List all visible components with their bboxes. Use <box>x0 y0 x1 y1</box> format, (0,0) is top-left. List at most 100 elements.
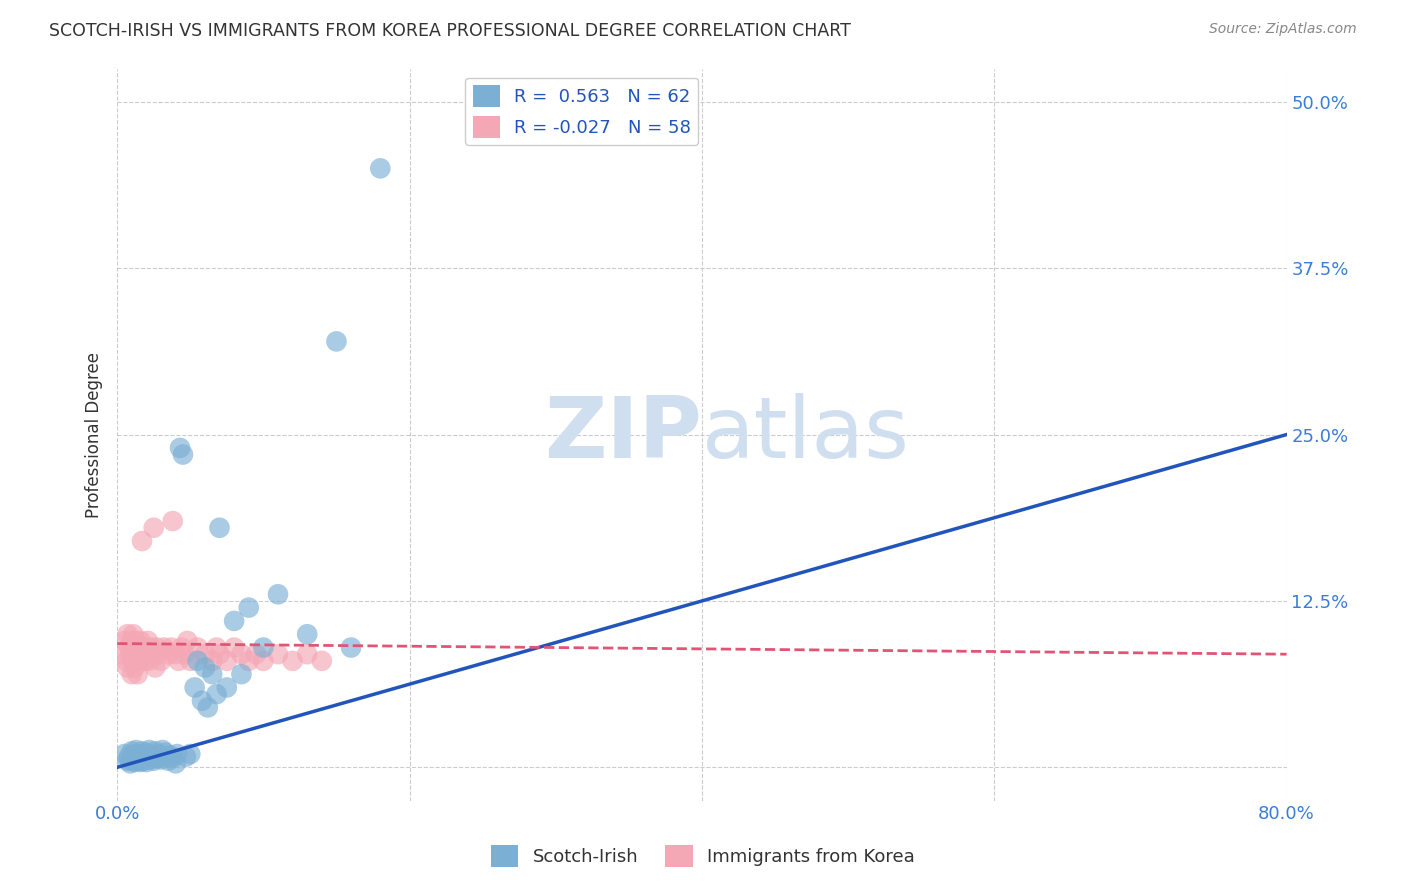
Point <box>129 647 152 661</box>
Point <box>162 751 184 765</box>
Point <box>139 640 162 655</box>
Point <box>131 534 153 549</box>
Point <box>150 654 173 668</box>
Point <box>169 441 191 455</box>
Point <box>325 334 347 349</box>
Point <box>135 746 157 760</box>
Point <box>125 743 148 757</box>
Point <box>174 749 197 764</box>
Point <box>187 654 209 668</box>
Point <box>121 754 143 768</box>
Point <box>128 754 150 768</box>
Point <box>128 654 150 668</box>
Point <box>128 747 150 761</box>
Point <box>146 647 169 661</box>
Point <box>117 660 139 674</box>
Point <box>131 752 153 766</box>
Point <box>131 744 153 758</box>
Point <box>114 747 136 761</box>
Point <box>134 751 156 765</box>
Point <box>157 647 180 661</box>
Point <box>152 743 174 757</box>
Point <box>165 756 187 771</box>
Point <box>201 667 224 681</box>
Point <box>150 752 173 766</box>
Point <box>125 633 148 648</box>
Point <box>125 647 148 661</box>
Point <box>129 755 152 769</box>
Point <box>143 660 166 674</box>
Point <box>141 748 163 763</box>
Point <box>114 633 136 648</box>
Legend: R =  0.563   N = 62, R = -0.027   N = 58: R = 0.563 N = 62, R = -0.027 N = 58 <box>465 78 699 145</box>
Point <box>135 647 157 661</box>
Point <box>238 654 260 668</box>
Point <box>136 749 159 764</box>
Point <box>201 654 224 668</box>
Point <box>142 521 165 535</box>
Point <box>122 654 145 668</box>
Point <box>252 640 274 655</box>
Point <box>166 747 188 761</box>
Point <box>205 687 228 701</box>
Point <box>121 667 143 681</box>
Point <box>167 654 190 668</box>
Point <box>172 448 194 462</box>
Point <box>159 748 181 763</box>
Point <box>138 654 160 668</box>
Point <box>208 647 231 661</box>
Point <box>187 640 209 655</box>
Y-axis label: Professional Degree: Professional Degree <box>86 351 103 517</box>
Point <box>297 627 319 641</box>
Point <box>368 161 391 176</box>
Text: SCOTCH-IRISH VS IMMIGRANTS FROM KOREA PROFESSIONAL DEGREE CORRELATION CHART: SCOTCH-IRISH VS IMMIGRANTS FROM KOREA PR… <box>49 22 851 40</box>
Point <box>208 521 231 535</box>
Point <box>125 752 148 766</box>
Point <box>267 587 290 601</box>
Legend: Scotch-Irish, Immigrants from Korea: Scotch-Irish, Immigrants from Korea <box>484 838 922 874</box>
Point <box>139 752 162 766</box>
Point <box>120 647 142 661</box>
Point <box>297 647 319 661</box>
Point <box>170 640 193 655</box>
Point <box>129 633 152 648</box>
Point <box>128 640 150 655</box>
Point <box>124 640 146 655</box>
Point <box>143 744 166 758</box>
Point <box>238 600 260 615</box>
Point <box>115 654 138 668</box>
Point <box>129 749 152 764</box>
Point <box>162 514 184 528</box>
Point <box>112 647 135 661</box>
Point <box>281 654 304 668</box>
Point <box>155 746 177 760</box>
Point <box>127 667 149 681</box>
Point <box>124 747 146 761</box>
Point <box>122 751 145 765</box>
Point <box>124 660 146 674</box>
Point <box>194 647 217 661</box>
Point <box>194 660 217 674</box>
Point <box>132 747 155 761</box>
Point <box>117 627 139 641</box>
Point <box>121 744 143 758</box>
Point <box>132 640 155 655</box>
Point <box>179 654 201 668</box>
Point <box>157 754 180 768</box>
Point <box>215 681 238 695</box>
Point <box>197 700 219 714</box>
Point <box>176 633 198 648</box>
Point <box>183 681 205 695</box>
Point <box>252 654 274 668</box>
Point <box>215 654 238 668</box>
Point <box>122 627 145 641</box>
Point <box>118 749 141 764</box>
Point <box>136 633 159 648</box>
Point <box>153 749 176 764</box>
Point <box>138 743 160 757</box>
Point <box>134 654 156 668</box>
Point <box>117 754 139 768</box>
Point <box>141 647 163 661</box>
Point <box>165 647 187 661</box>
Point <box>191 694 214 708</box>
